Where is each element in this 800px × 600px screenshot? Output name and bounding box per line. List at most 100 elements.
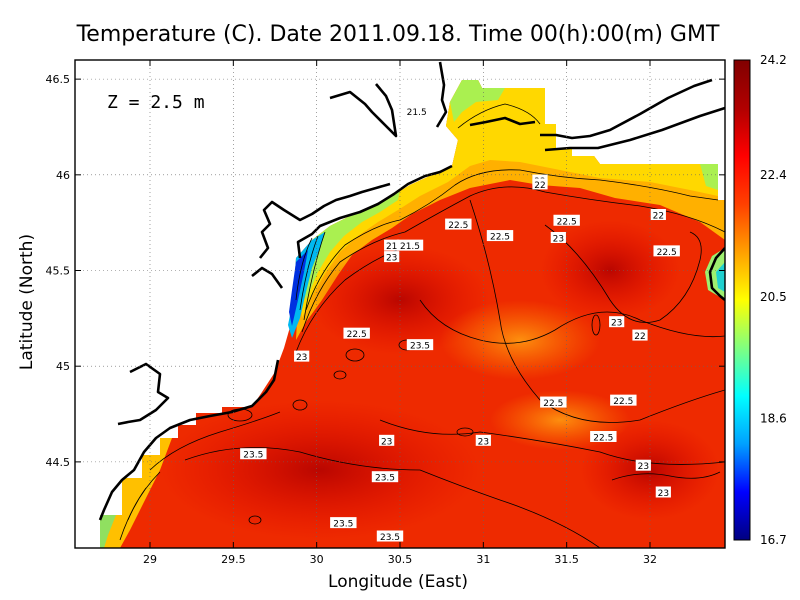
contour-label-bg-23 [655, 486, 671, 498]
contour-label-bg-4 [396, 239, 424, 251]
isotherm-22-5-east [419, 299, 725, 344]
contour-label-23: 23 [658, 489, 669, 499]
shelf-transition-band [298, 80, 718, 318]
contour-label-10: 22 [653, 212, 664, 222]
contour-label-bg-8 [553, 214, 580, 226]
coastline-bay [329, 83, 398, 138]
contour-label-27: 23.5 [380, 533, 400, 543]
east-cool-patch-inner [716, 262, 725, 292]
contour-label-bg-0 [403, 105, 430, 117]
coastline-lagoon-north [251, 266, 284, 289]
contour-label-bg-26 [330, 517, 357, 529]
colorbar-tick-label-2: 20.5 [760, 290, 787, 304]
isotherm-eddy-6 [456, 427, 474, 437]
contour-label-26: 23.5 [333, 520, 353, 530]
contour-label-bg-9 [550, 231, 566, 243]
southwest-shelf-cool [100, 438, 172, 548]
coastline-crimea [708, 247, 725, 302]
contour-label-bg-7 [486, 230, 514, 242]
coastline-gulf-edge [469, 116, 536, 127]
chart-title: Temperature (C). Date 2011.09.18. Time 0… [76, 22, 720, 47]
isotherm-22-5-north [301, 186, 725, 333]
contour-label-bg-20 [379, 434, 395, 446]
contour-label-21: 23 [478, 437, 489, 447]
southwest-shelf-green [100, 515, 116, 548]
plot-area: 21.522222121.52322.522.522.5232222.522.5… [75, 60, 725, 548]
contour-label-11: 22.5 [657, 248, 677, 258]
y-tick-label-0: 44.5 [46, 456, 71, 469]
isotherm-southwest-shelf [119, 471, 161, 541]
contour-label-bg-22 [635, 459, 651, 471]
contour-label-25: 23.5 [375, 474, 395, 484]
coastline-northeast [540, 78, 713, 140]
contour-label-bg-14 [294, 350, 310, 362]
contour-label-bg-12 [343, 327, 370, 339]
coastline-spit [544, 106, 725, 152]
contour-label-9: 23 [553, 234, 564, 244]
contour-label-13: 23.5 [410, 342, 430, 352]
contour-label-bg-2 [532, 178, 548, 190]
contour-label-bg-11 [653, 245, 680, 257]
isotherm-23-southeast [611, 471, 721, 481]
contour-label-18: 22.5 [613, 397, 633, 407]
contour-label-bg-19 [590, 431, 617, 443]
isotherm-23-east-loop [544, 224, 702, 323]
contour-label-bg-3 [384, 239, 400, 251]
contour-label-16: 22 [634, 332, 645, 342]
central-cool-patch [440, 300, 600, 380]
contour-label-19: 22.5 [593, 434, 613, 444]
colorbar-ticks: 24.2 22.4 20.5 18.6 16.7 [760, 53, 787, 547]
y-tick-label-1: 45 [56, 360, 70, 373]
contour-label-0: 21.5 [407, 108, 427, 118]
isotherm-eddy-1 [345, 348, 365, 362]
y-tick-label-2: 45.5 [46, 265, 71, 278]
coastline-west [98, 359, 280, 521]
coastline-delta-branch [258, 182, 391, 259]
contour-label-12: 22.5 [347, 330, 367, 340]
contour-label-17: 22.5 [543, 399, 563, 409]
contour-label-bg-10 [650, 209, 666, 221]
contour-label-bg-27 [376, 530, 404, 542]
x-axis-ticks: 29 29.5 30 30.5 31 31.5 32 [143, 60, 657, 566]
grid-lines [75, 60, 725, 548]
isotherm-22-north [305, 169, 719, 311]
y-axis-ticks: 44.5 45 45.5 46 46.5 [46, 73, 725, 469]
contour-label-bg-21 [475, 434, 491, 446]
southern-warm-core [160, 400, 480, 540]
contour-label-bg-25 [371, 471, 399, 483]
contour-label-3: 21 [386, 242, 397, 252]
contour-label-7: 22.5 [490, 233, 510, 243]
coastal-coldest-water [289, 250, 308, 326]
x-tick-label-3: 30.5 [388, 553, 413, 566]
isotherm-eddy-8 [248, 515, 262, 525]
contour-label-4: 21.5 [400, 242, 420, 252]
x-tick-label-5: 31.5 [554, 553, 579, 566]
x-tick-label-6: 32 [643, 553, 657, 566]
isotherm-eddy-7 [591, 314, 601, 336]
contour-labels: 21.522222121.52322.522.522.5232222.522.5… [240, 105, 680, 543]
isotherm-22-5-central [469, 199, 725, 423]
contour-label-20: 23 [381, 437, 392, 447]
coastline-north [435, 61, 448, 128]
isotherm-23-south [379, 419, 725, 465]
contour-label-8: 22.5 [557, 217, 577, 227]
x-tick-label-0: 29 [143, 553, 157, 566]
contour-label-bg-17 [540, 396, 567, 408]
contour-label-24: 23.5 [243, 451, 263, 461]
contour-label-14: 23 [296, 353, 307, 363]
contour-label-6: 22.5 [448, 221, 468, 231]
depth-annotation: Z = 2.5 m [107, 92, 205, 113]
colorbar-tick-label-3: 18.6 [760, 411, 787, 425]
isotherm-eddy-4 [292, 399, 308, 411]
colorbar-tick-label-4: 16.7 [760, 533, 787, 547]
isotherm-23-southwest [149, 411, 281, 471]
y-tick-label-4: 46.5 [46, 73, 71, 86]
contour-label-bg-5 [384, 251, 400, 263]
contour-label-bg-18 [610, 394, 637, 406]
contour-label-bg-13 [406, 339, 434, 351]
contour-label-bg-24 [240, 448, 267, 460]
colorbar-tick-label-0: 24.2 [760, 53, 787, 67]
contour-label-bg-6 [445, 218, 472, 230]
colorbar [733, 59, 751, 541]
